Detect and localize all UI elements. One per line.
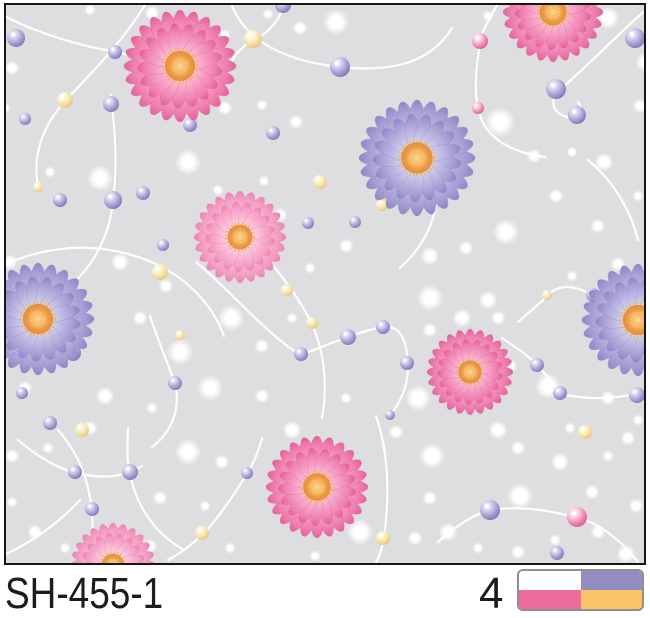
pattern-svg	[6, 5, 644, 563]
swatch-yellow	[580, 590, 642, 609]
colorway-swatches	[517, 569, 644, 611]
pattern-frame	[4, 3, 646, 565]
swatch-white	[519, 571, 581, 590]
product-code: SH-455-1	[5, 569, 164, 618]
colorway-count: 4	[479, 569, 504, 618]
swatch-purple	[580, 571, 642, 590]
swatch-pink	[519, 590, 581, 609]
